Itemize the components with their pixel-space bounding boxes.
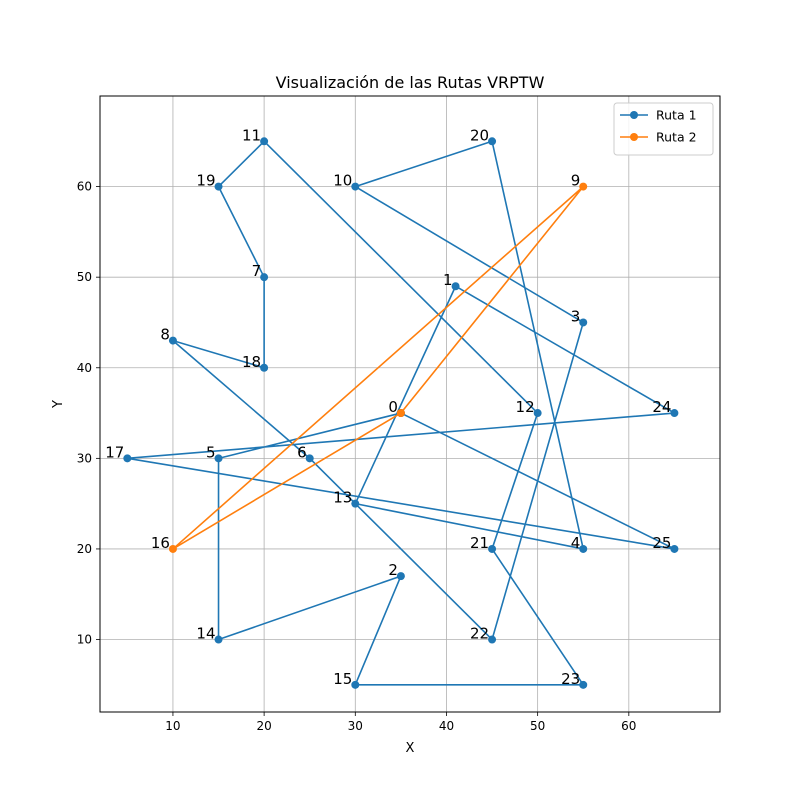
x-tick-label: 10 bbox=[165, 719, 180, 733]
node-label: 2 bbox=[388, 561, 398, 579]
series-layer bbox=[123, 137, 679, 689]
x-axis-label: X bbox=[406, 741, 415, 756]
node-label: 6 bbox=[297, 443, 307, 461]
data-point bbox=[451, 282, 460, 291]
y-tick-label: 20 bbox=[77, 542, 92, 556]
node-label: 17 bbox=[105, 443, 124, 461]
series-line bbox=[172, 185, 585, 550]
data-point bbox=[351, 499, 360, 508]
data-point bbox=[396, 409, 405, 418]
data-point bbox=[579, 182, 588, 191]
legend-box bbox=[613, 102, 714, 156]
legend-item: Ruta 1 bbox=[620, 108, 697, 123]
data-point bbox=[168, 336, 177, 345]
node-label: 13 bbox=[333, 489, 352, 507]
node-label: 24 bbox=[652, 398, 671, 416]
data-point bbox=[670, 409, 679, 418]
node-label: 5 bbox=[206, 443, 216, 461]
data-point bbox=[305, 454, 314, 463]
series-2 bbox=[168, 182, 588, 553]
data-point bbox=[579, 544, 588, 553]
y-tick-label: 60 bbox=[77, 180, 92, 194]
legend-swatch-marker bbox=[630, 133, 638, 141]
data-point bbox=[214, 635, 223, 644]
data-point bbox=[396, 572, 405, 581]
x-tick-label: 50 bbox=[530, 719, 545, 733]
y-tick-label: 40 bbox=[77, 361, 92, 375]
legend-item: Ruta 2 bbox=[620, 130, 697, 145]
node-labels: 0 5 14 2 15 23 21 12 11 19 7 18 8 6 22 3 10 20 4 13 1 24 17 25 1… bbox=[105, 126, 671, 688]
node-label: 21 bbox=[470, 534, 489, 552]
legend-label: Ruta 2 bbox=[656, 130, 697, 145]
data-point bbox=[579, 680, 588, 689]
node-label: 3 bbox=[571, 307, 581, 325]
node-label: 0 bbox=[388, 398, 398, 416]
data-point bbox=[533, 409, 542, 418]
node-label: 4 bbox=[571, 534, 581, 552]
x-tick-label: 40 bbox=[439, 719, 454, 733]
node-label: 14 bbox=[196, 625, 215, 643]
node-label: 25 bbox=[652, 534, 671, 552]
node-label: 18 bbox=[242, 353, 261, 371]
data-point bbox=[351, 680, 360, 689]
node-label: 23 bbox=[561, 670, 580, 688]
legend-swatch-marker bbox=[630, 111, 638, 119]
y-tick-label: 50 bbox=[77, 270, 92, 284]
data-point bbox=[214, 182, 223, 191]
data-point bbox=[260, 363, 269, 372]
data-point bbox=[260, 273, 269, 282]
data-point bbox=[351, 182, 360, 191]
x-tick-label: 60 bbox=[621, 719, 636, 733]
node-label: 1 bbox=[443, 271, 453, 289]
chart-title: Visualización de las Rutas VRPTW bbox=[276, 73, 545, 92]
data-point bbox=[168, 544, 177, 553]
node-label: 15 bbox=[333, 670, 352, 688]
y-tick-label: 30 bbox=[77, 451, 92, 465]
node-label: 19 bbox=[196, 172, 215, 190]
x-tick-label: 30 bbox=[348, 719, 363, 733]
x-tick-label: 20 bbox=[256, 719, 271, 733]
grid bbox=[100, 96, 720, 712]
node-label: 20 bbox=[470, 126, 489, 144]
data-point bbox=[488, 544, 497, 553]
data-point bbox=[123, 454, 132, 463]
node-label: 8 bbox=[160, 326, 170, 344]
data-point bbox=[260, 137, 269, 146]
data-point bbox=[670, 544, 679, 553]
legend: Ruta 1 Ruta 2 bbox=[613, 102, 714, 156]
node-label: 22 bbox=[470, 625, 489, 643]
data-point bbox=[214, 454, 223, 463]
y-tick-label: 10 bbox=[77, 633, 92, 647]
legend-label: Ruta 1 bbox=[656, 108, 697, 123]
node-label: 7 bbox=[252, 262, 262, 280]
node-label: 11 bbox=[242, 126, 261, 144]
data-point bbox=[579, 318, 588, 327]
node-label: 10 bbox=[333, 172, 352, 190]
y-axis-label: Y bbox=[51, 400, 66, 409]
data-point bbox=[488, 635, 497, 644]
node-label: 9 bbox=[571, 172, 581, 190]
plot-frame bbox=[99, 95, 721, 713]
node-label: 12 bbox=[516, 398, 535, 416]
node-label: 16 bbox=[151, 534, 170, 552]
data-point bbox=[488, 137, 497, 146]
